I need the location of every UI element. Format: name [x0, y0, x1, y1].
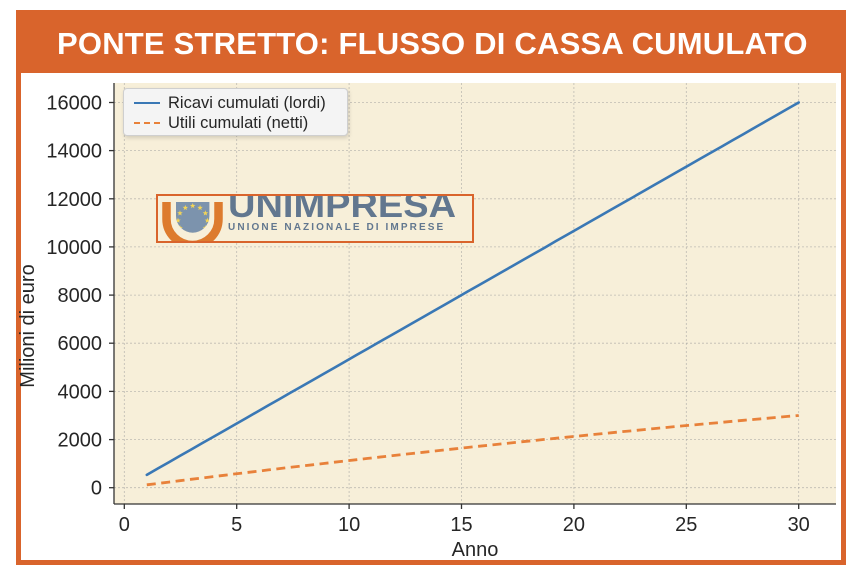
- svg-text:10: 10: [338, 514, 360, 536]
- svg-text:6000: 6000: [58, 333, 103, 355]
- svg-text:25: 25: [675, 514, 697, 536]
- svg-text:16000: 16000: [46, 93, 102, 115]
- svg-text:20: 20: [563, 514, 585, 536]
- svg-text:4000: 4000: [58, 381, 103, 403]
- svg-text:8000: 8000: [58, 285, 103, 307]
- svg-text:Milioni di euro: Milioni di euro: [17, 264, 39, 387]
- svg-text:12000: 12000: [46, 189, 102, 211]
- svg-text:30: 30: [788, 514, 810, 536]
- svg-text:Anno: Anno: [452, 539, 499, 561]
- svg-text:15: 15: [450, 514, 472, 536]
- svg-text:2000: 2000: [58, 430, 103, 452]
- svg-text:10000: 10000: [46, 237, 102, 259]
- svg-text:5: 5: [231, 514, 242, 536]
- svg-text:14000: 14000: [46, 141, 102, 163]
- svg-text:0: 0: [91, 478, 102, 500]
- svg-text:0: 0: [119, 514, 130, 536]
